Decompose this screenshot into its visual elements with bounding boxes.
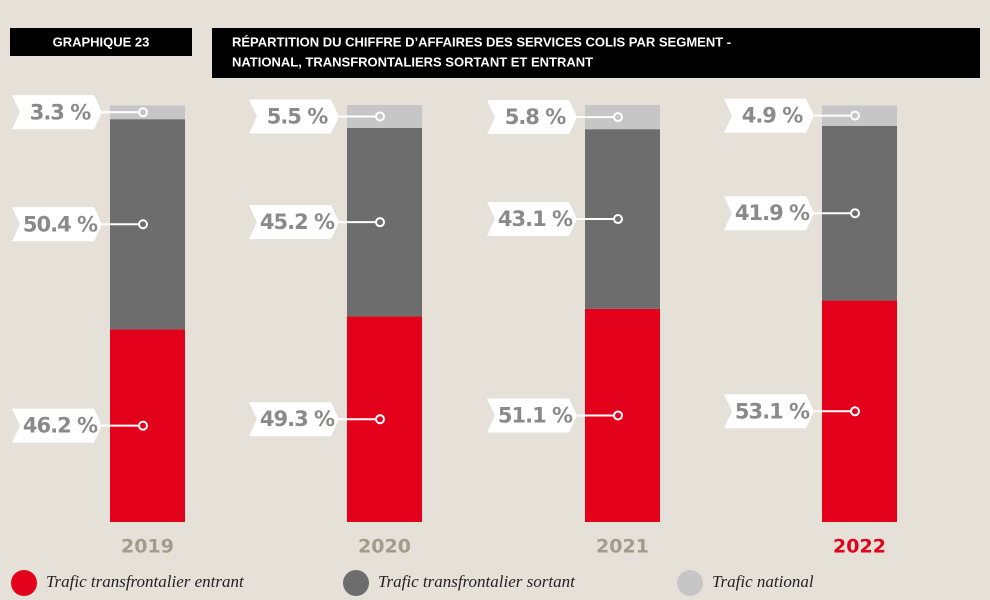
- connector-dot: [613, 112, 623, 123]
- title-box: [212, 28, 980, 78]
- connector-dot: [375, 217, 385, 228]
- value-label-box: [724, 196, 814, 231]
- value-label: 43.1 %: [498, 207, 573, 231]
- x-tick-label: 2020: [358, 536, 411, 558]
- connector-dot: [138, 420, 148, 431]
- legend-swatch: [677, 570, 703, 596]
- value-label-box: [12, 207, 102, 242]
- connector-dot: [613, 214, 623, 225]
- value-label: 41.9 %: [735, 201, 810, 225]
- value-label-box: [724, 394, 814, 429]
- chart-title: RÉPARTITION DU CHIFFRE D’AFFAIRES DES SE…: [232, 34, 731, 49]
- value-label: 50.4 %: [23, 212, 98, 236]
- connector-dot: [138, 219, 148, 230]
- label-box: [10, 28, 192, 56]
- value-label: 5.5 %: [267, 104, 329, 128]
- value-label-box: [487, 100, 577, 135]
- value-label: 53.1 %: [735, 399, 810, 423]
- value-label-box: [12, 95, 102, 130]
- legend-label: Trafic national: [712, 572, 814, 591]
- value-label: 4.9 %: [742, 104, 804, 128]
- value-label-box: [12, 408, 102, 443]
- connector-dot: [850, 110, 860, 121]
- x-tick-label: 2022: [833, 536, 886, 558]
- legend-label: Trafic transfrontalier sortant: [378, 572, 576, 591]
- connector-dot: [138, 107, 148, 118]
- connector-dot: [375, 414, 385, 425]
- legend-swatch: [343, 570, 369, 596]
- value-label: 5.8 %: [505, 105, 567, 129]
- value-label: 45.2 %: [260, 210, 335, 234]
- value-label-box: [249, 205, 339, 240]
- legend-label: Trafic transfrontalier entrant: [46, 572, 245, 591]
- value-label: 3.3 %: [30, 100, 92, 124]
- connector-dot: [850, 208, 860, 219]
- value-label: 46.2 %: [23, 414, 98, 438]
- x-tick-label: 2019: [121, 536, 174, 558]
- value-label: 51.1 %: [498, 403, 573, 427]
- legend-swatch: [11, 570, 37, 596]
- value-label-box: [249, 402, 339, 437]
- value-label: 49.3 %: [260, 407, 335, 431]
- value-label-box: [724, 98, 814, 133]
- value-label-box: [487, 398, 577, 433]
- connector-dot: [613, 410, 623, 421]
- chart-title: NATIONAL, TRANSFRONTALIERS SORTANT ET EN…: [232, 54, 593, 69]
- connector-dot: [375, 111, 385, 122]
- x-tick-label: 2021: [596, 536, 649, 558]
- value-label-box: [487, 202, 577, 237]
- connector-dot: [850, 406, 860, 417]
- chart-label: GRAPHIQUE 23: [53, 34, 150, 49]
- value-label-box: [249, 99, 339, 134]
